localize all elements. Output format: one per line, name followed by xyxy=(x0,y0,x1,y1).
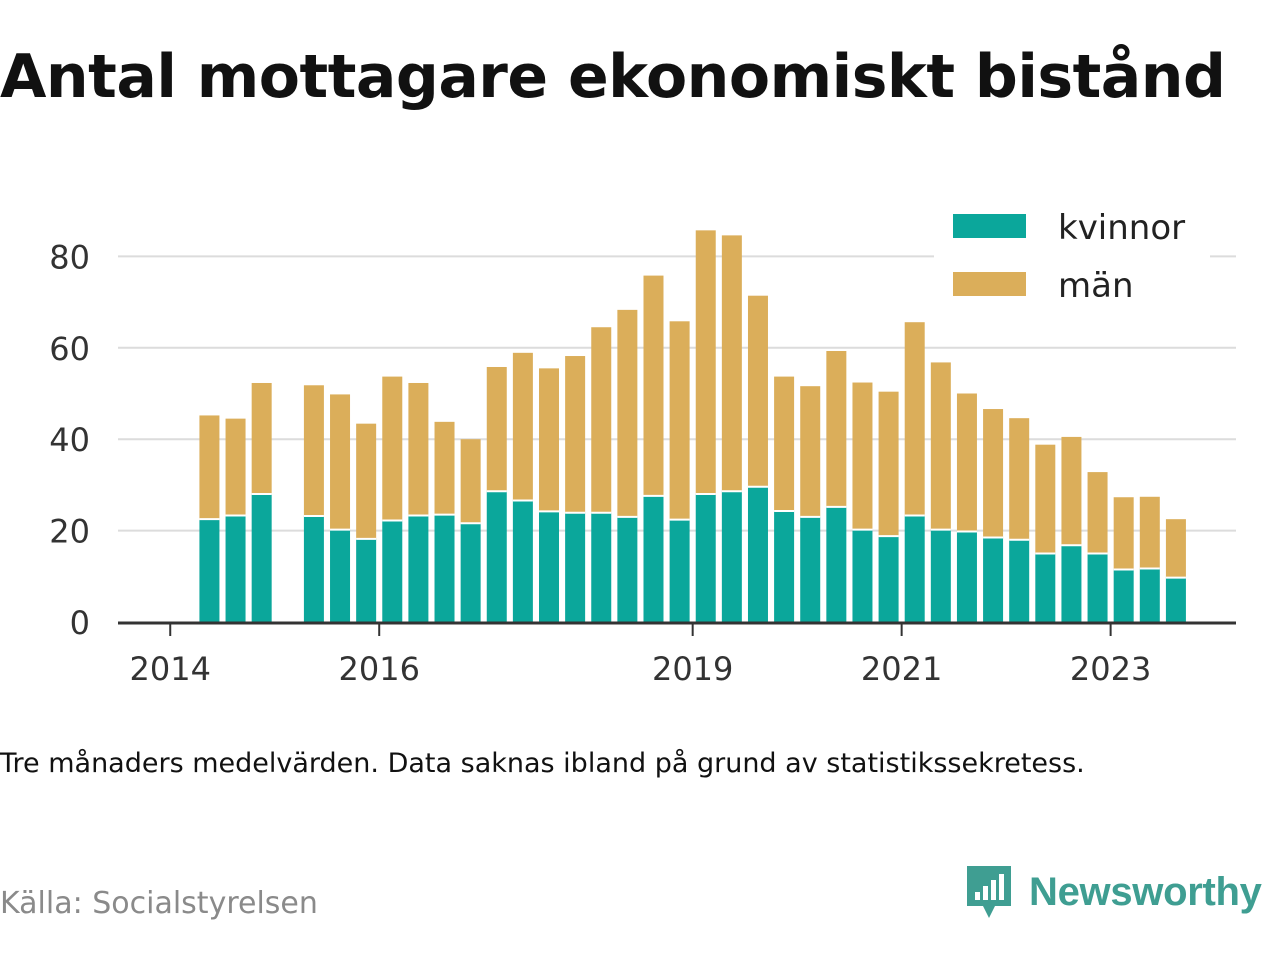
bar-kvinnor xyxy=(1139,568,1160,622)
bar-man xyxy=(1113,497,1134,570)
bar-kvinnor xyxy=(643,495,664,622)
bar-man xyxy=(460,439,481,524)
bar-kvinnor xyxy=(930,529,951,622)
x-tick-label: 2016 xyxy=(338,650,419,688)
bar-man xyxy=(486,366,507,492)
bar-man xyxy=(225,418,246,516)
bar-kvinnor xyxy=(878,536,899,622)
brand-name: Newsworthy xyxy=(1029,869,1262,914)
bar-kvinnor xyxy=(1165,577,1186,622)
bar-kvinnor xyxy=(1009,539,1030,622)
y-tick-label: 60 xyxy=(49,330,90,368)
bar-man xyxy=(408,382,429,516)
bar-kvinnor xyxy=(565,512,586,622)
legend: kvinnor män xyxy=(934,198,1210,314)
source-label: Källa: Socialstyrelsen xyxy=(0,886,318,921)
bar-kvinnor xyxy=(356,538,377,622)
bar-man xyxy=(878,391,899,537)
bar-kvinnor xyxy=(956,531,977,622)
bar-man xyxy=(983,409,1004,538)
x-tick-label: 2023 xyxy=(1070,650,1151,688)
bar-man xyxy=(721,235,742,492)
bar-kvinnor xyxy=(695,494,716,622)
bar-kvinnor xyxy=(747,486,768,622)
bar-kvinnor xyxy=(983,537,1004,622)
bar-man xyxy=(930,362,951,530)
bar-man xyxy=(330,394,351,530)
y-tick-label: 0 xyxy=(70,604,90,642)
x-tick-label: 2021 xyxy=(861,650,942,688)
bar-kvinnor xyxy=(539,511,560,622)
bar-man xyxy=(695,230,716,495)
bar-man xyxy=(617,309,638,517)
bar-man xyxy=(1165,519,1186,578)
bar-man xyxy=(800,386,821,517)
bar-man xyxy=(1087,472,1108,554)
y-tick-label: 80 xyxy=(49,238,90,276)
bar-kvinnor xyxy=(591,512,612,622)
bar-man xyxy=(565,356,586,513)
bar-man xyxy=(434,421,455,515)
bar-man xyxy=(904,322,925,516)
bar-man xyxy=(356,423,377,539)
bar-kvinnor xyxy=(225,515,246,622)
bar-man xyxy=(382,376,403,521)
legend-label-man: män xyxy=(1058,266,1134,306)
bar-kvinnor xyxy=(408,515,429,622)
bar-man xyxy=(826,350,847,507)
newsworthy-logo-icon xyxy=(967,866,1011,918)
bar-kvinnor xyxy=(486,491,507,622)
bar-man xyxy=(199,415,220,520)
bar-kvinnor xyxy=(826,506,847,622)
chart-title: Antal mottagare ekonomiskt bistånd xyxy=(0,42,1226,112)
bar-man xyxy=(643,275,664,496)
bar-kvinnor xyxy=(199,519,220,622)
chart-note: Tre månaders medelvärden. Data saknas ib… xyxy=(0,748,1085,779)
bar-kvinnor xyxy=(382,520,403,622)
bar-man xyxy=(774,376,795,511)
bar-man xyxy=(747,295,768,487)
legend-swatch-kvinnor xyxy=(953,214,1026,238)
bar-kvinnor xyxy=(303,515,324,622)
bar-man xyxy=(669,321,690,520)
y-tick-label: 20 xyxy=(49,513,90,551)
bar-kvinnor xyxy=(800,516,821,622)
bar-kvinnor xyxy=(1113,569,1134,622)
bar-man xyxy=(956,393,977,532)
bar-kvinnor xyxy=(460,523,481,622)
legend-swatch-man xyxy=(953,272,1026,296)
bar-kvinnor xyxy=(721,491,742,622)
bar-man xyxy=(303,385,324,516)
bar-kvinnor xyxy=(1061,545,1082,622)
bar-man xyxy=(512,352,533,501)
bar-kvinnor xyxy=(904,515,925,622)
bar-man xyxy=(1061,436,1082,546)
bar-kvinnor xyxy=(1035,553,1056,622)
bar-man xyxy=(251,382,272,495)
x-axis-ticks: 2014 2016 2019 2021 2023 xyxy=(130,622,1151,688)
bar-kvinnor xyxy=(251,494,272,622)
bar-man xyxy=(1035,444,1056,554)
bar-man xyxy=(1009,418,1030,540)
bar-kvinnor xyxy=(617,516,638,622)
bar-kvinnor xyxy=(1087,553,1108,622)
y-axis-ticks: 0 20 40 60 80 xyxy=(49,238,90,642)
bar-kvinnor xyxy=(774,510,795,622)
bar-kvinnor xyxy=(852,529,873,622)
bar-man xyxy=(852,382,873,530)
stacked-bar-chart: 0 20 40 60 80 2014 2016 2019 2021 2023 kvinnor m… xyxy=(49,198,1236,688)
brand: Newsworthy xyxy=(963,862,1262,922)
x-tick-label: 2019 xyxy=(652,650,733,688)
bars xyxy=(199,230,1186,622)
bar-kvinnor xyxy=(512,500,533,622)
bar-man xyxy=(591,327,612,513)
legend-label-kvinnor: kvinnor xyxy=(1058,208,1185,248)
bar-kvinnor xyxy=(434,514,455,622)
bar-man xyxy=(1139,496,1160,569)
x-tick-label: 2014 xyxy=(130,650,211,688)
bar-kvinnor xyxy=(669,519,690,622)
y-tick-label: 40 xyxy=(49,421,90,459)
bar-kvinnor xyxy=(330,529,351,622)
bar-man xyxy=(539,368,560,512)
